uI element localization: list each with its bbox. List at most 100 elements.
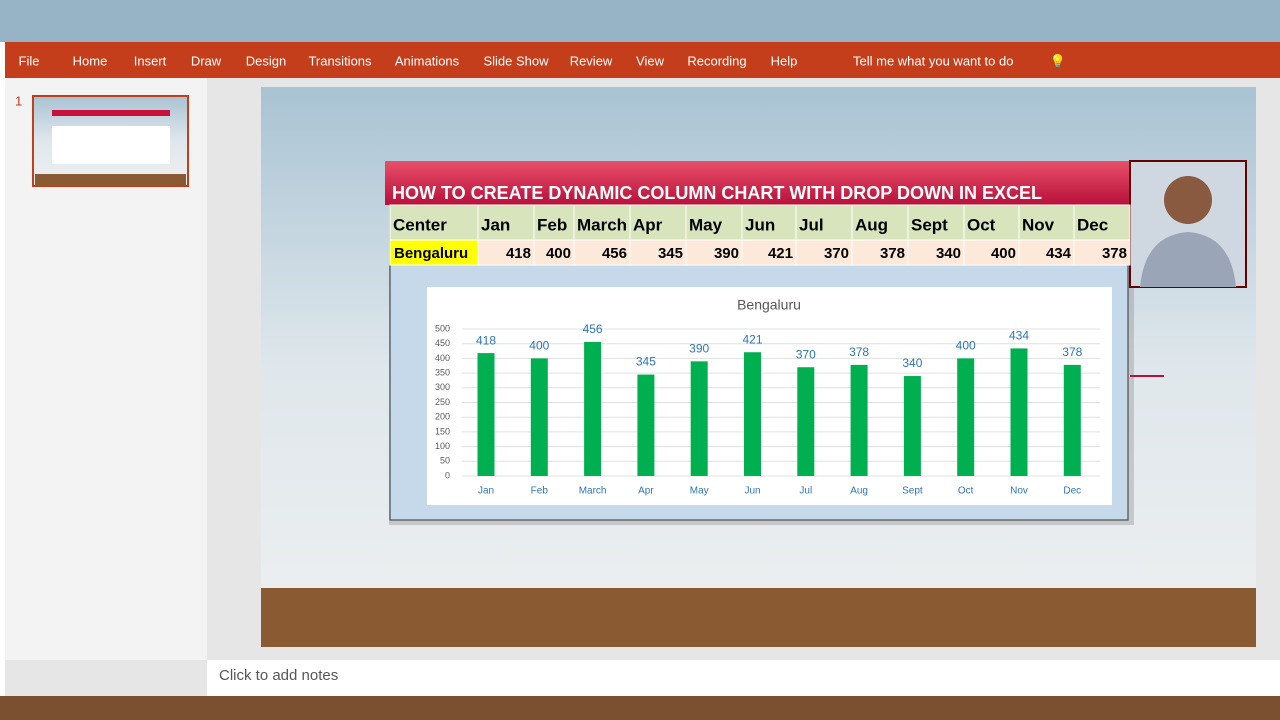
menu-tab[interactable]: View bbox=[636, 53, 665, 68]
bar bbox=[477, 353, 495, 476]
header-text: Jul bbox=[799, 215, 824, 234]
bar bbox=[903, 376, 921, 476]
x-tick-label: Jan bbox=[478, 486, 494, 497]
header-text: Oct bbox=[967, 215, 996, 234]
data-label: 434 bbox=[1009, 329, 1029, 343]
presenter-head bbox=[1164, 176, 1212, 224]
bar bbox=[690, 361, 708, 476]
data-cell bbox=[477, 239, 535, 266]
bar bbox=[1010, 348, 1028, 476]
data-label: 370 bbox=[796, 347, 816, 361]
presenter-shirt bbox=[1140, 232, 1236, 287]
data-cell bbox=[533, 239, 575, 266]
data-cell bbox=[795, 239, 853, 266]
menu-tab[interactable]: Insert bbox=[134, 53, 167, 68]
bar bbox=[957, 358, 975, 476]
header-text: Sept bbox=[911, 215, 948, 234]
menu-tab[interactable]: Review bbox=[570, 53, 613, 68]
data-label: 421 bbox=[742, 332, 762, 346]
x-tick-label: Apr bbox=[638, 486, 654, 497]
data-text: 378 bbox=[1102, 245, 1127, 262]
data-label: 378 bbox=[849, 345, 869, 359]
status-bar bbox=[0, 696, 1280, 720]
header-text: Jan bbox=[481, 215, 510, 234]
header-cell bbox=[1018, 204, 1075, 241]
x-tick-label: Feb bbox=[531, 486, 549, 497]
bar bbox=[744, 352, 761, 476]
desktop-background bbox=[0, 0, 1280, 42]
tell-me[interactable]: Tell me what you want to do bbox=[853, 53, 1013, 68]
header-cell bbox=[477, 204, 535, 241]
notes-pane[interactable] bbox=[207, 660, 1280, 696]
bar bbox=[530, 358, 548, 476]
y-tick-label: 350 bbox=[435, 367, 450, 377]
thumbnail-floor bbox=[35, 174, 186, 185]
slide-title: HOW TO CREATE DYNAMIC COLUMN CHART WITH … bbox=[392, 183, 1042, 203]
y-tick-label: 250 bbox=[435, 397, 450, 407]
menu-tab[interactable]: Home bbox=[73, 53, 108, 68]
data-label: 456 bbox=[583, 322, 603, 336]
data-text: 400 bbox=[991, 245, 1016, 262]
data-label: 400 bbox=[956, 339, 976, 353]
data-cell bbox=[963, 239, 1020, 266]
data-label: 418 bbox=[476, 333, 496, 347]
x-tick-label: Oct bbox=[958, 486, 974, 497]
data-text: 345 bbox=[658, 245, 683, 262]
y-tick-label: 50 bbox=[440, 456, 450, 466]
x-tick-label: Aug bbox=[850, 486, 868, 497]
y-tick-label: 100 bbox=[435, 441, 450, 451]
header-text: Nov bbox=[1022, 215, 1055, 234]
data-label: 400 bbox=[529, 339, 549, 353]
data-text: 434 bbox=[1046, 245, 1072, 262]
header-cell bbox=[573, 204, 631, 241]
x-tick-label: Nov bbox=[1010, 486, 1028, 497]
menu-tab[interactable]: Animations bbox=[395, 53, 460, 68]
x-tick-label: Dec bbox=[1063, 486, 1081, 497]
bar bbox=[584, 341, 602, 476]
data-text: 400 bbox=[546, 245, 571, 262]
data-text: 378 bbox=[880, 245, 905, 262]
x-tick-label: Jul bbox=[799, 486, 812, 497]
y-tick-label: 150 bbox=[435, 426, 450, 436]
data-cell bbox=[573, 239, 631, 266]
bar bbox=[797, 367, 815, 476]
x-tick-label: May bbox=[690, 486, 709, 497]
slide-number: 1 bbox=[15, 93, 22, 108]
menu-tab[interactable]: Recording bbox=[687, 53, 746, 68]
y-tick-label: 500 bbox=[435, 323, 450, 333]
header-text: March bbox=[577, 215, 627, 234]
menu-tab[interactable]: Draw bbox=[191, 53, 222, 68]
header-cell bbox=[1073, 204, 1131, 241]
notes-placeholder[interactable]: Click to add notes bbox=[219, 667, 338, 684]
menu-tab[interactable]: Design bbox=[246, 53, 286, 68]
plot-area bbox=[427, 287, 1112, 505]
tell-me-icon: 💡 bbox=[1050, 53, 1066, 68]
data-text: 340 bbox=[936, 245, 961, 262]
bar bbox=[1063, 364, 1081, 476]
menu-tab[interactable]: Slide Show bbox=[483, 53, 549, 68]
data-text: 421 bbox=[768, 245, 793, 262]
menu-tab[interactable]: Help bbox=[771, 53, 798, 68]
thumbnail-banner bbox=[52, 110, 170, 116]
x-tick-label: Sept bbox=[902, 486, 923, 497]
header-text: Dec bbox=[1077, 215, 1108, 234]
data-label: 345 bbox=[636, 355, 656, 369]
bar bbox=[637, 374, 655, 476]
data-text: 370 bbox=[824, 245, 849, 262]
data-cell bbox=[1073, 239, 1131, 266]
data-text: 456 bbox=[602, 245, 627, 262]
x-tick-label: Jun bbox=[744, 486, 760, 497]
header-text: Aug bbox=[855, 215, 888, 234]
y-tick-label: 450 bbox=[435, 338, 450, 348]
data-label: 340 bbox=[902, 356, 922, 370]
menu-tab[interactable]: Transitions bbox=[308, 53, 372, 68]
menu-tab[interactable]: File bbox=[19, 53, 40, 68]
header-cell bbox=[685, 204, 743, 241]
y-tick-label: 300 bbox=[435, 382, 450, 392]
data-text: 390 bbox=[714, 245, 739, 262]
wood-floor bbox=[261, 588, 1256, 647]
ribbon-tabs bbox=[5, 42, 1280, 78]
header-cell bbox=[629, 204, 687, 241]
bar bbox=[850, 364, 868, 476]
data-text: 418 bbox=[506, 245, 531, 262]
